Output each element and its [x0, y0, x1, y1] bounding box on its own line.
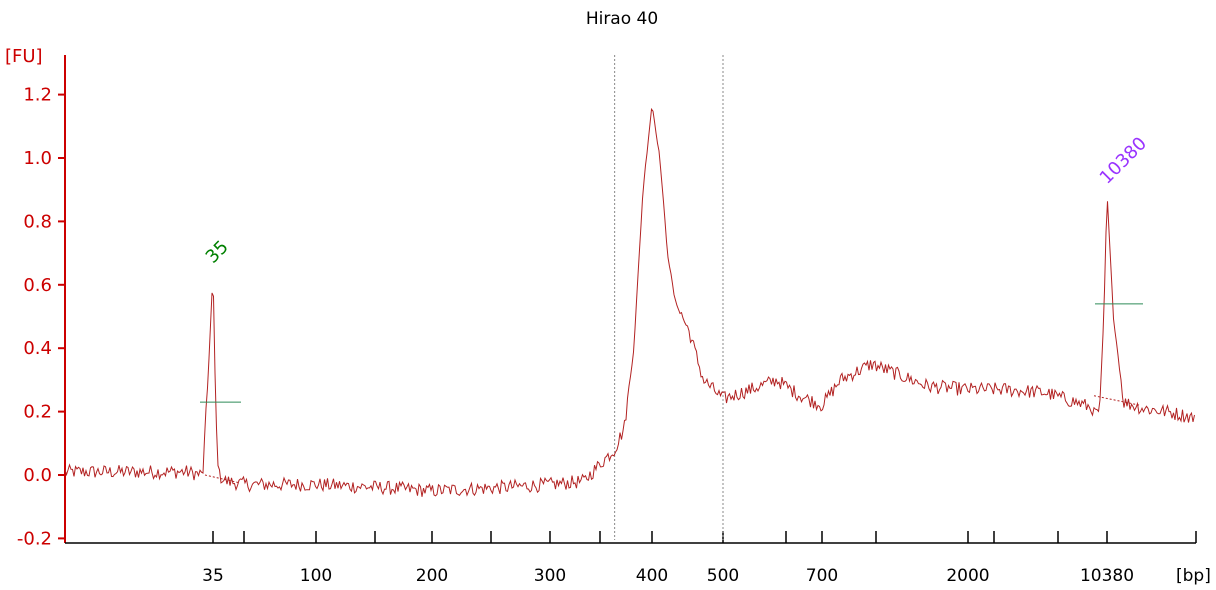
- x-axis-label: [bp]: [1176, 566, 1211, 586]
- x-tick-label: 700: [806, 566, 838, 586]
- x-tick-label: 10380: [1080, 566, 1134, 586]
- chart-title: Hirao 40: [586, 9, 658, 29]
- y-tick-label: 1.0: [23, 148, 52, 169]
- x-tick-label: 200: [416, 566, 448, 586]
- x-tick-label: 35: [202, 566, 224, 586]
- peak-label: 35: [202, 237, 233, 268]
- y-tick-label: 0.0: [23, 465, 52, 486]
- peak-label: 10380: [1096, 133, 1151, 188]
- y-tick-label: 0.6: [23, 275, 52, 296]
- y-tick-label: 1.2: [23, 85, 52, 106]
- y-tick-label: 0.8: [23, 211, 52, 232]
- x-tick-label: 300: [534, 566, 566, 586]
- x-tick-label: 400: [636, 566, 668, 586]
- y-tick-label: -0.2: [17, 528, 52, 549]
- x-tick-label: 2000: [946, 566, 989, 586]
- y-tick-label: 0.4: [23, 338, 52, 359]
- x-tick-label: 100: [300, 566, 332, 586]
- chart-marks: -0.2 0.0 0.2 0.4 0.6 0.8 1.0 1.2 35 100 200 300 400 5…: [17, 55, 1197, 586]
- peak-baseline: [1093, 395, 1141, 406]
- y-tick-label: 0.2: [23, 402, 52, 423]
- x-tick-label: 500: [707, 566, 739, 586]
- series-line: [64, 107, 1195, 497]
- peak-baseline: [204, 474, 241, 484]
- y-axis-label: [FU]: [5, 46, 43, 67]
